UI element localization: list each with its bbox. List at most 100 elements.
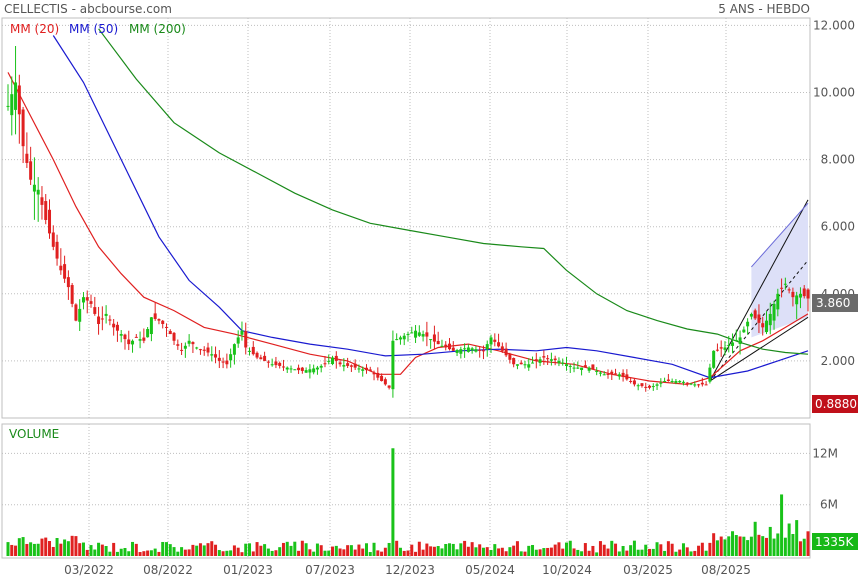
candle-body xyxy=(293,369,297,371)
candle-body xyxy=(387,385,391,388)
volume-bar xyxy=(263,544,267,556)
candle-body xyxy=(798,293,802,298)
volume-bar xyxy=(414,551,418,556)
candle-body xyxy=(632,380,636,385)
candle-body xyxy=(727,344,731,346)
volume-bar xyxy=(632,540,636,556)
candle-body xyxy=(693,384,697,386)
volume-bar xyxy=(376,550,380,556)
candle-body xyxy=(157,319,161,321)
candle-body xyxy=(183,345,187,349)
volume-bar xyxy=(240,552,244,556)
candle-body xyxy=(651,386,655,388)
candle-body xyxy=(217,357,221,361)
candle-body xyxy=(768,313,772,326)
candle-body xyxy=(361,369,365,371)
volume-bar xyxy=(549,547,553,556)
candle-body xyxy=(198,349,202,351)
candle-body xyxy=(614,373,618,375)
volume-bar xyxy=(115,551,119,556)
candle-body xyxy=(795,295,799,305)
candle-body xyxy=(214,354,218,358)
volume-bar xyxy=(236,547,240,556)
volume-bar xyxy=(21,537,25,556)
candle-body xyxy=(323,363,327,365)
candle-body xyxy=(349,365,353,367)
volume-bar xyxy=(221,551,225,556)
volume-bar xyxy=(248,543,252,556)
candle-body xyxy=(587,367,591,371)
volume-bar xyxy=(689,551,693,556)
candle-body xyxy=(644,386,648,388)
candle-body xyxy=(681,381,685,383)
candle-body xyxy=(436,340,440,345)
candle-body xyxy=(244,331,248,348)
volume-bar xyxy=(685,547,689,556)
candle-body xyxy=(315,367,319,370)
volume-bar xyxy=(70,535,74,556)
candle-body xyxy=(625,374,629,380)
volume-bar xyxy=(534,549,538,556)
volume-bar xyxy=(463,540,467,556)
candle-body xyxy=(648,385,652,388)
period-label: 5 ANS - HEBDO xyxy=(718,2,810,16)
candle-body xyxy=(66,277,70,288)
volume-bars xyxy=(6,448,810,556)
candle-body xyxy=(210,354,214,356)
candle-body xyxy=(787,289,791,291)
candle-body xyxy=(636,385,640,387)
volume-bar xyxy=(727,536,731,556)
volume-bar xyxy=(406,550,410,556)
volume-bar xyxy=(259,545,263,556)
volume-bar xyxy=(383,547,387,556)
volume-bar xyxy=(780,494,784,556)
candle-body xyxy=(738,337,742,344)
candle-body xyxy=(595,370,599,372)
volume-bar xyxy=(704,550,708,556)
volume-bar xyxy=(719,536,723,556)
candle-body xyxy=(731,342,735,346)
volume-bar xyxy=(36,543,40,556)
volume-bar xyxy=(678,549,682,556)
volume-bar xyxy=(606,548,610,556)
candle-body xyxy=(93,307,97,314)
candle-body xyxy=(138,339,142,341)
candle-body xyxy=(78,308,82,322)
candle-body xyxy=(583,365,587,368)
volume-bar xyxy=(798,541,802,556)
volume-bar xyxy=(66,541,70,556)
volume-bar xyxy=(180,547,184,556)
candle-body xyxy=(485,344,489,350)
candle-body xyxy=(368,369,372,371)
volume-bar xyxy=(63,539,67,556)
x-tick-label: 12/2023 xyxy=(385,563,435,577)
low-price-badge: 0.8880 xyxy=(815,397,857,411)
volume-bar xyxy=(387,542,391,556)
candle-body xyxy=(568,365,572,367)
candle-body xyxy=(342,365,346,367)
volume-bar xyxy=(731,531,735,556)
volume-bar xyxy=(104,546,108,556)
volume-bar xyxy=(568,540,572,556)
candle-body xyxy=(659,382,663,384)
candle-body xyxy=(164,326,168,328)
candle-body xyxy=(602,374,606,376)
volume-bar xyxy=(323,550,327,556)
candle-body xyxy=(391,340,395,390)
candle-body xyxy=(6,105,10,107)
candle-body xyxy=(32,184,36,192)
volume-bar xyxy=(764,537,768,556)
volume-bar xyxy=(97,542,101,556)
candle-body xyxy=(500,346,504,351)
volume-bar xyxy=(693,550,697,556)
candle-body xyxy=(553,358,557,361)
volume-bar xyxy=(138,552,142,556)
volume-bar xyxy=(648,548,652,556)
candle-body xyxy=(402,335,406,340)
candle-body xyxy=(772,303,776,321)
channel-line xyxy=(709,199,809,382)
volume-bar xyxy=(708,542,712,556)
volume-bar xyxy=(195,545,199,556)
volume-badge-bg xyxy=(812,533,858,550)
